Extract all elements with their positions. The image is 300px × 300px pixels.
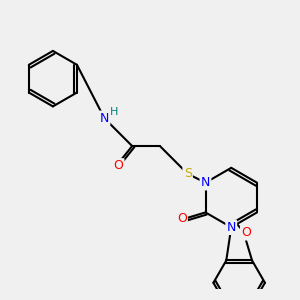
Text: N: N — [226, 221, 236, 234]
Text: O: O — [113, 159, 123, 172]
Text: N: N — [100, 112, 109, 125]
Text: N: N — [201, 176, 210, 189]
Text: O: O — [177, 212, 187, 225]
Text: O: O — [241, 226, 251, 239]
Text: H: H — [110, 107, 118, 117]
Text: S: S — [184, 167, 192, 180]
